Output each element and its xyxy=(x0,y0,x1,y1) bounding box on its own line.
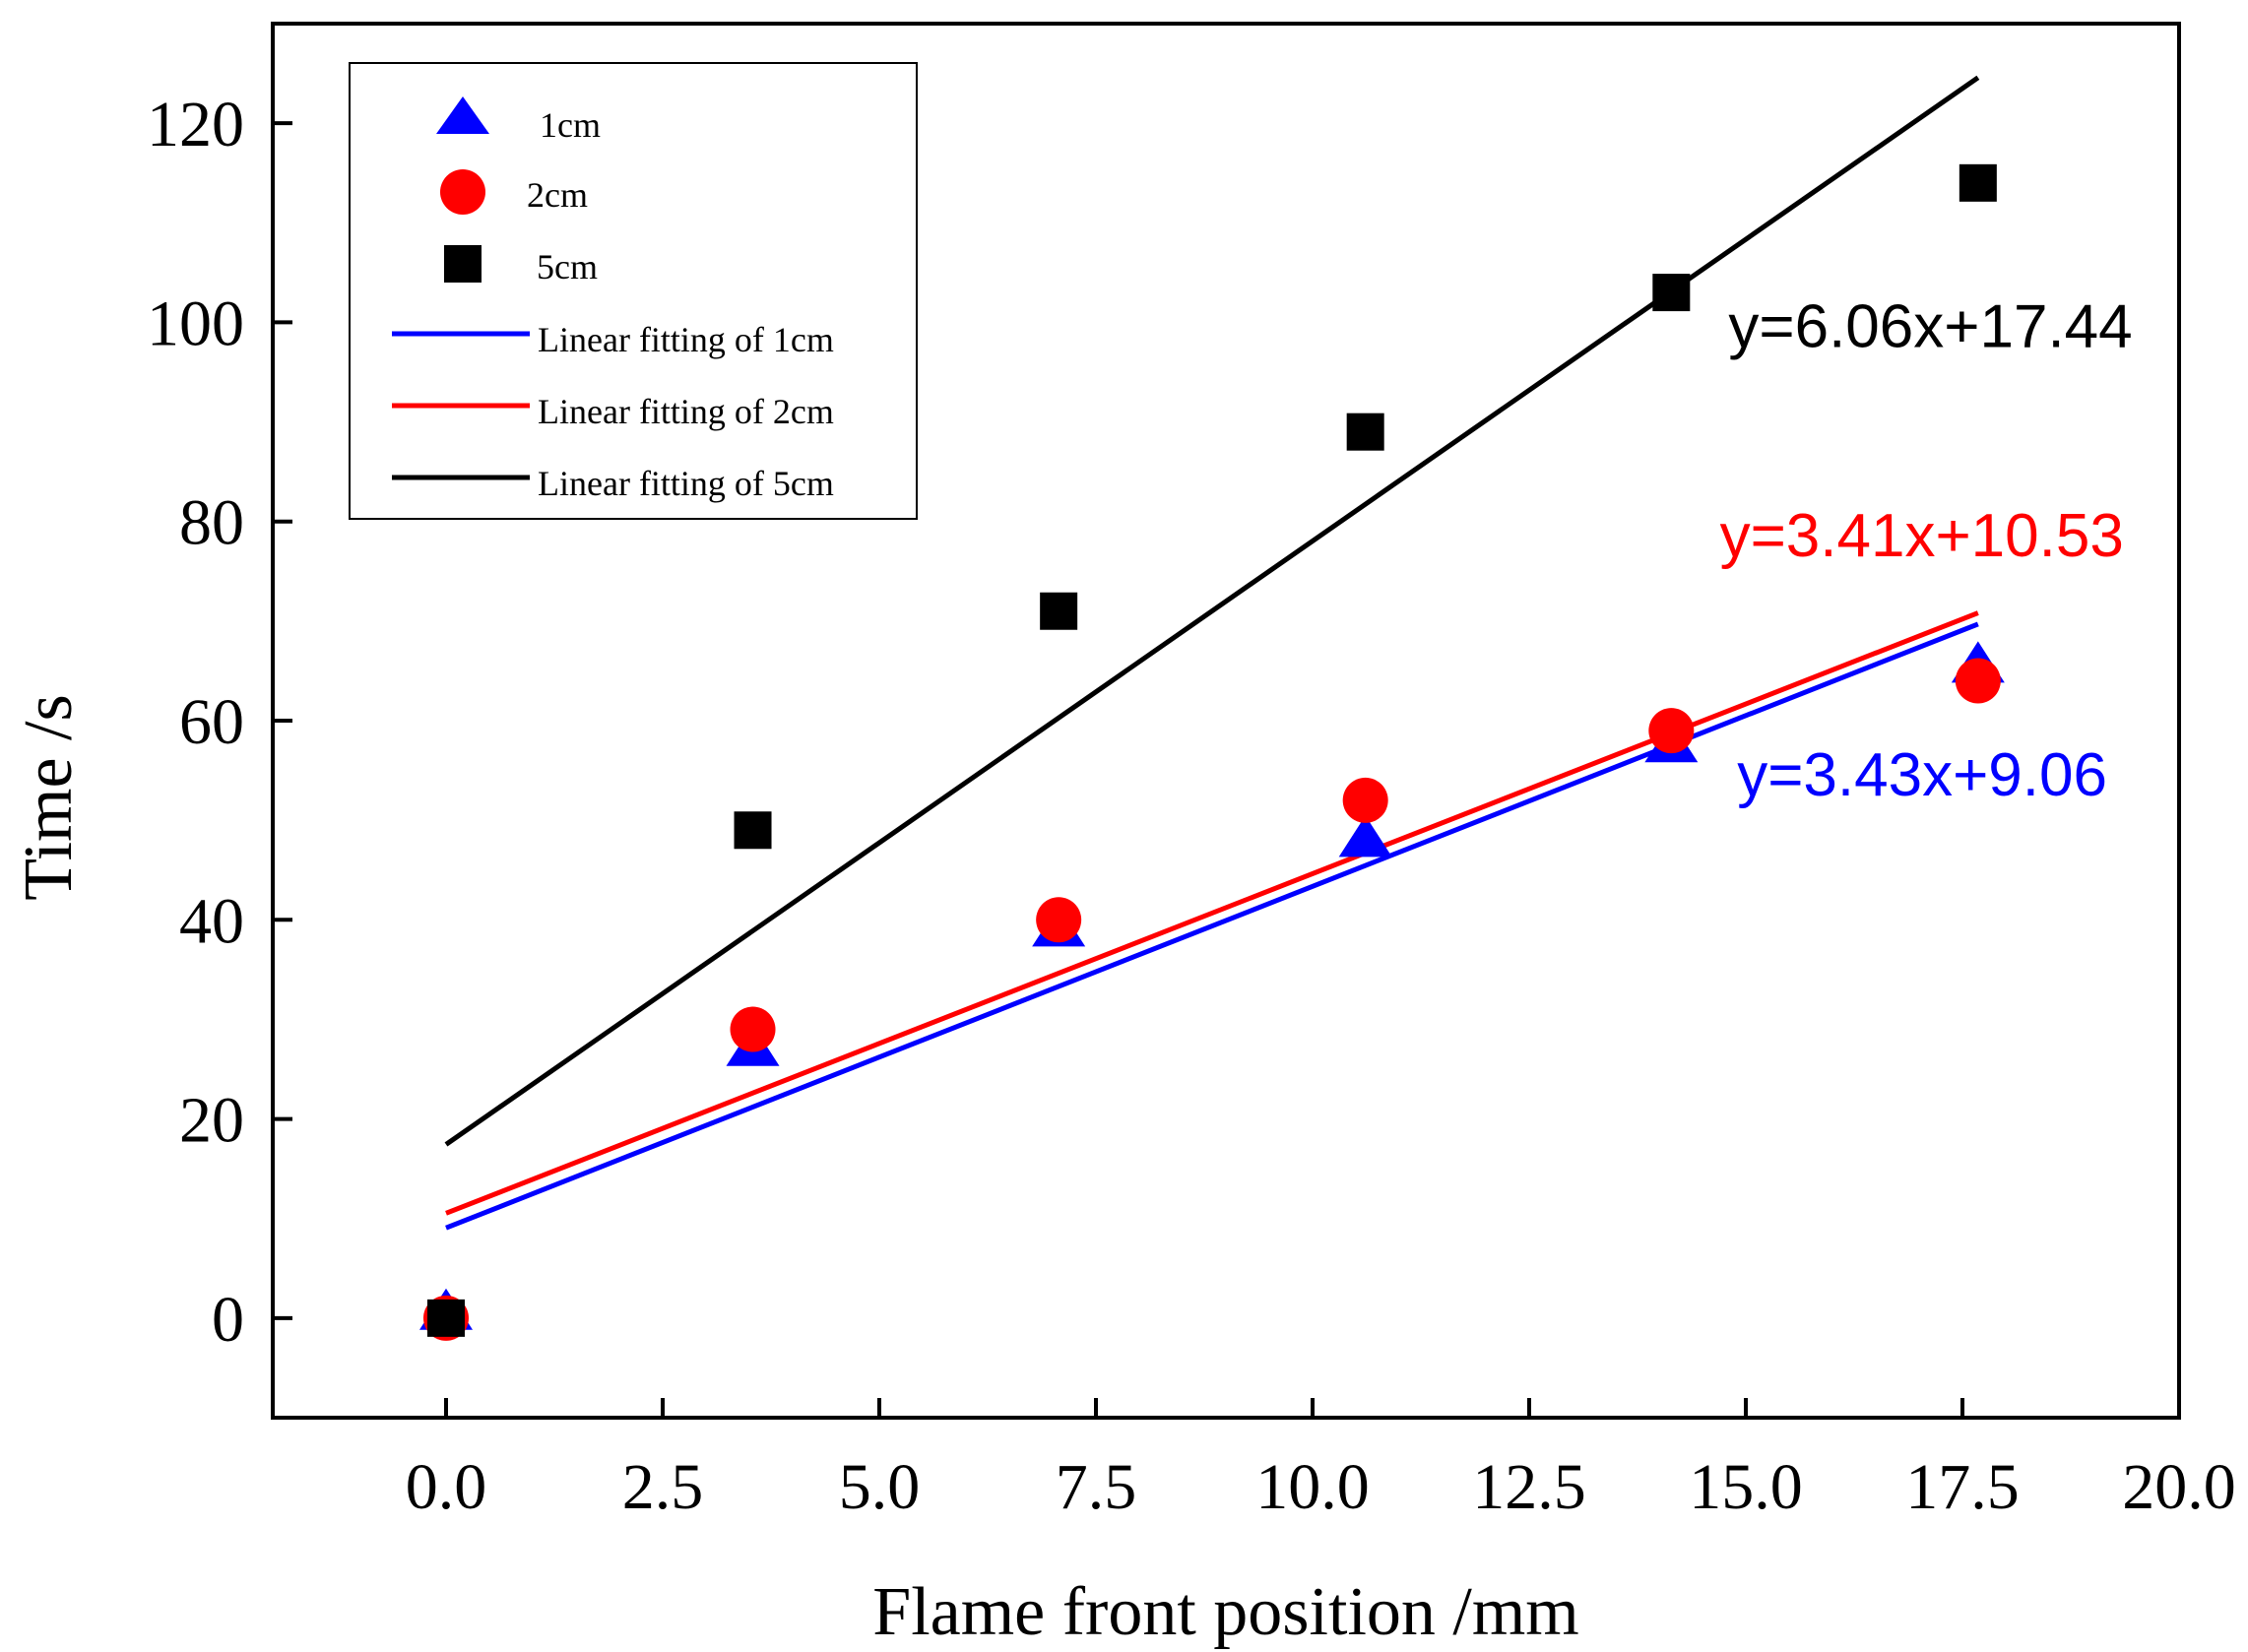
legend: 1cm 2cm 5cm Linear fitting of 1cm Linear… xyxy=(349,62,918,520)
marker-triangle-1cm xyxy=(1338,815,1392,858)
marker-circle-2cm xyxy=(1342,777,1388,823)
x-tick-label: 2.5 xyxy=(622,1451,704,1523)
x-tick-label: 5.0 xyxy=(839,1451,921,1523)
y-tick-label: 0 xyxy=(212,1284,244,1356)
legend-label-1cm: 1cm xyxy=(540,105,601,145)
legend-circle-icon xyxy=(440,169,485,215)
y-tick-label: 20 xyxy=(179,1085,244,1157)
y-tick-label: 80 xyxy=(179,487,244,559)
x-tick-label: 20.0 xyxy=(2122,1451,2236,1523)
marker-square-5cm xyxy=(427,1299,465,1337)
fit-equation-1cm: y=3.43x+9.06 xyxy=(1737,741,2107,809)
fit-line-2cm xyxy=(445,610,1979,1216)
marker-square-5cm xyxy=(1652,274,1691,312)
marker-square-5cm xyxy=(1346,413,1384,451)
legend-label-fit-1cm: Linear fitting of 1cm xyxy=(538,320,834,359)
marker-circle-2cm xyxy=(1955,658,2001,704)
legend-box xyxy=(349,62,918,520)
y-tick-label: 120 xyxy=(147,89,244,160)
legend-triangle-icon xyxy=(436,96,489,134)
x-tick-label: 10.0 xyxy=(1255,1451,1370,1523)
x-tick-label: 17.5 xyxy=(1905,1451,2020,1523)
marker-circle-2cm xyxy=(1036,897,1082,943)
fit-lines xyxy=(444,75,1980,1231)
marker-square-5cm xyxy=(734,811,772,850)
y-axis: 0 20 40 60 80 100 120 xyxy=(147,89,292,1356)
x-tick-label: 12.5 xyxy=(1472,1451,1586,1523)
fit-equation-2cm: y=3.41x+10.53 xyxy=(1720,502,2124,570)
legend-label-2cm: 2cm xyxy=(527,175,588,215)
marker-circle-2cm xyxy=(730,1006,776,1052)
marker-square-5cm xyxy=(1040,592,1078,630)
x-axis: 0.0 2.5 5.0 7.5 10.0 12.5 15.0 17.5 20.0 xyxy=(406,1398,2236,1523)
fit-equation-5cm: y=6.06x+17.44 xyxy=(1728,293,2132,361)
fit-equations: y=3.43x+9.06 y=3.41x+10.53 y=6.06x+17.44 xyxy=(1720,293,2133,809)
y-tick-label: 40 xyxy=(179,885,244,957)
x-tick-label: 7.5 xyxy=(1056,1451,1137,1523)
fit-line-5cm xyxy=(444,75,1980,1147)
marker-square-5cm xyxy=(1959,163,1997,202)
x-tick-label: 0.0 xyxy=(406,1451,487,1523)
fit-line-1cm xyxy=(445,621,1979,1231)
x-tick-label: 15.0 xyxy=(1689,1451,1803,1523)
legend-label-fit-2cm: Linear fitting of 2cm xyxy=(538,392,834,431)
x-axis-title: Flame front position /mm xyxy=(872,1574,1578,1650)
y-axis-title: Time /s xyxy=(11,694,87,900)
marker-circle-2cm xyxy=(1648,708,1695,754)
y-tick-label: 60 xyxy=(179,686,244,758)
y-tick-label: 100 xyxy=(147,287,244,359)
legend-label-5cm: 5cm xyxy=(537,247,598,286)
legend-square-icon xyxy=(444,245,482,283)
legend-label-fit-5cm: Linear fitting of 5cm xyxy=(538,464,834,503)
data-markers xyxy=(419,163,2005,1341)
